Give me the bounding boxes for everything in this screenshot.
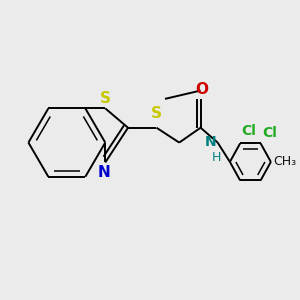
Text: H: H [212,151,221,164]
Text: Cl: Cl [242,124,256,138]
Text: S: S [151,106,162,121]
Text: S: S [100,91,111,106]
Text: O: O [195,82,208,97]
Text: Cl: Cl [262,126,277,140]
Text: N: N [98,165,110,180]
Text: CH₃: CH₃ [273,155,296,168]
Text: N: N [205,135,217,149]
